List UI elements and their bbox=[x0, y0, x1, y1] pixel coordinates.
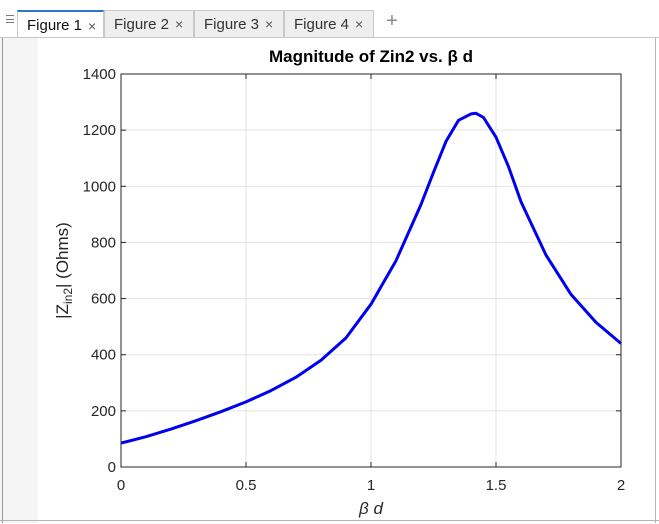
tab-label: Figure 4 bbox=[294, 15, 350, 33]
tab-figure-2[interactable]: Figure 2 × bbox=[104, 10, 194, 37]
close-icon[interactable]: × bbox=[355, 16, 364, 32]
x-tick-label: 1.5 bbox=[486, 477, 507, 494]
x-tick-label: 0 bbox=[117, 477, 125, 494]
tab-figure-1[interactable]: Figure 1 × bbox=[17, 10, 104, 39]
tab-label: Figure 1 bbox=[27, 17, 83, 34]
y-axis-label: |Zin2| (Ohms) bbox=[53, 222, 75, 319]
y-tick-label: 800 bbox=[91, 234, 116, 251]
left-panel-strip bbox=[0, 38, 38, 523]
y-tick-label: 1400 bbox=[83, 66, 116, 83]
tab-label: Figure 2 bbox=[114, 15, 170, 33]
close-icon[interactable]: × bbox=[175, 16, 184, 32]
left-divider bbox=[2, 38, 3, 523]
y-tick-label: 1000 bbox=[83, 178, 116, 195]
x-tick-label: 2 bbox=[617, 477, 625, 494]
x-tick-label: 1 bbox=[367, 477, 375, 494]
y-tick-label: 1200 bbox=[83, 122, 116, 139]
close-icon[interactable]: × bbox=[88, 17, 97, 34]
tab-figure-4[interactable]: Figure 4 × bbox=[284, 10, 374, 37]
y-tick-label: 200 bbox=[91, 403, 116, 420]
y-tick-label: 400 bbox=[91, 347, 116, 364]
right-divider bbox=[655, 38, 656, 523]
tab-label: Figure 3 bbox=[204, 15, 260, 33]
x-axis-label: β d bbox=[358, 499, 383, 518]
chart-title: Magnitude of Zin2 vs. β d bbox=[269, 47, 473, 66]
tab-menu-icon[interactable] bbox=[6, 15, 14, 23]
close-icon[interactable]: × bbox=[265, 16, 274, 32]
add-tab-icon[interactable]: + bbox=[386, 10, 398, 32]
x-tick-label: 0.5 bbox=[236, 477, 257, 494]
bottom-divider bbox=[0, 520, 659, 521]
series-line bbox=[120, 111, 622, 445]
y-tick-label: 600 bbox=[91, 291, 116, 308]
figure-tab-bar: Figure 1 × Figure 2 × Figure 3 × Figure … bbox=[0, 0, 659, 39]
tab-figure-3[interactable]: Figure 3 × bbox=[194, 10, 284, 37]
y-tick-label: 0 bbox=[108, 459, 116, 476]
